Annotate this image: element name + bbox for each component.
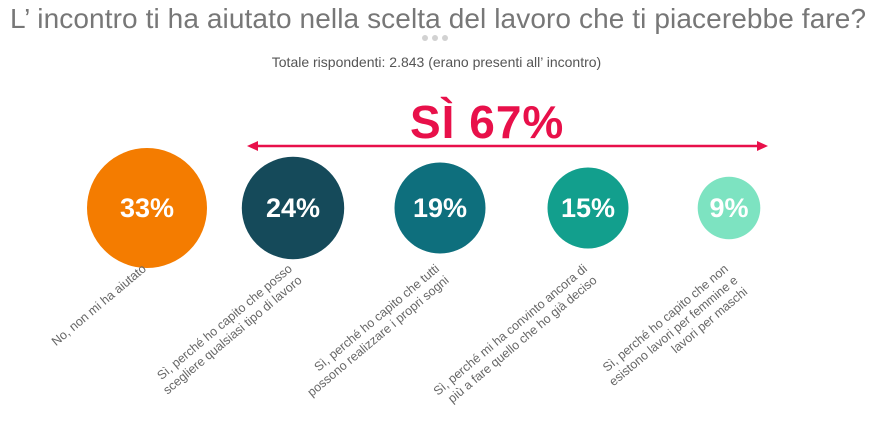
- bubble-value-label: 15%: [561, 193, 615, 223]
- dot: [442, 35, 448, 41]
- arrow-head-right: [757, 141, 768, 151]
- bubble-value-label: 33%: [120, 193, 174, 223]
- category-label-line: possono realizzare i propri sogni: [305, 273, 452, 399]
- bubble-value-label: 9%: [709, 193, 748, 223]
- bubble: [547, 167, 629, 249]
- yes-total-label: SÌ 67%: [410, 96, 565, 148]
- bubble: [394, 162, 486, 254]
- chart-title: L’ incontro ti ha aiutato nella scelta d…: [10, 3, 867, 34]
- category-label-line: Sì, perché mi ha convinto ancora di: [431, 262, 590, 399]
- chart-subtitle: Totale rispondenti: 2.843 (erano present…: [271, 54, 602, 70]
- arrow-head-left: [247, 141, 258, 151]
- bubble-series: 33% 24% 19% 15% 9%: [87, 148, 761, 268]
- yes-range-arrow: [247, 141, 768, 151]
- category-label-line: No, non mi ha aiutato: [49, 262, 149, 349]
- bubble: [241, 156, 345, 260]
- bubble-value-label: 24%: [266, 193, 320, 223]
- category-labels: No, non mi ha aiutato Sì, perché ho capit…: [49, 262, 750, 406]
- bubble-value-label: 19%: [413, 193, 467, 223]
- category-label-line: più a fare quello che ho già deciso: [445, 273, 599, 406]
- category-label-line: Sì, perché ho capito che tutti: [312, 262, 442, 375]
- dot: [432, 35, 438, 41]
- category-label-line: esistono lavori per femmine e: [606, 273, 740, 389]
- category-label: No, non mi ha aiutato: [49, 262, 149, 349]
- category-label: Sì, perché ho capito che possoscegliere …: [154, 262, 304, 398]
- dot: [422, 35, 428, 41]
- category-label-line: Sì, perché ho capito che posso: [154, 262, 295, 383]
- bubble: [87, 148, 207, 268]
- bubble: [697, 176, 761, 240]
- pagination-dots: [422, 35, 448, 41]
- category-label-line: scegliere qualsiasi tipo di lavoro: [160, 273, 304, 397]
